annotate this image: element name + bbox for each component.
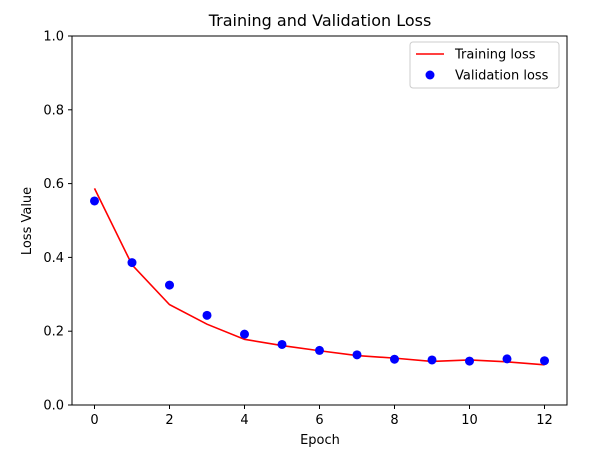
x-tick-label: 8 xyxy=(390,413,398,428)
y-tick-label: 0.4 xyxy=(43,251,64,266)
y-tick-label: 1.0 xyxy=(43,30,64,45)
x-tick-label: 10 xyxy=(461,413,478,428)
y-tick-label: 0.8 xyxy=(43,103,64,118)
validation-loss-point xyxy=(502,354,512,364)
validation-loss-point xyxy=(427,355,437,365)
validation-loss-point xyxy=(277,339,287,349)
validation-loss-point xyxy=(240,329,249,339)
validation-loss-point xyxy=(465,356,474,366)
plot-area: 0 2 4 6 8 10 12 0.0 0.2 0.4 0.6 0.8 1.0 xyxy=(43,30,568,428)
y-axis-label: Loss Value xyxy=(20,187,35,255)
x-axis-label: Epoch xyxy=(300,433,340,448)
validation-loss-point xyxy=(127,258,137,268)
y-tick-label: 0.0 xyxy=(43,399,64,414)
validation-loss-point xyxy=(352,350,362,360)
x-tick-label: 6 xyxy=(315,413,323,428)
chart-title: Training and Validation Loss xyxy=(208,11,432,30)
y-tick-label: 0.2 xyxy=(43,325,64,340)
validation-loss-point xyxy=(90,196,99,206)
validation-loss-point xyxy=(165,280,174,290)
x-tick-label: 12 xyxy=(536,413,553,428)
legend: Training loss Validation loss xyxy=(409,41,560,89)
legend-label: Validation loss xyxy=(455,69,549,84)
validation-loss-point xyxy=(390,354,399,364)
validation-loss-point xyxy=(315,345,324,355)
legend-box xyxy=(409,41,560,89)
y-tick-label: 0.6 xyxy=(43,177,64,192)
x-tick-label: 2 xyxy=(165,413,173,428)
x-tick-label: 0 xyxy=(90,413,98,428)
legend-swatch-validation-loss xyxy=(425,70,435,80)
x-tick-label: 4 xyxy=(240,413,248,428)
validation-loss-point xyxy=(540,356,549,366)
validation-loss-point xyxy=(202,310,212,320)
legend-label: Training loss xyxy=(454,48,536,63)
